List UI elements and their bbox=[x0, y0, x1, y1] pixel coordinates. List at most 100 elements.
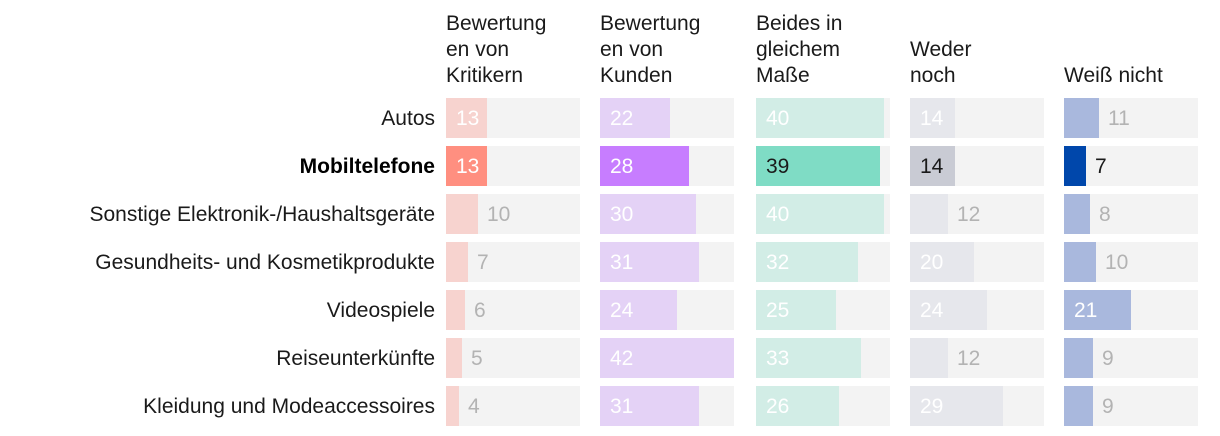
bar-cell: 31 bbox=[600, 386, 734, 426]
bar-track bbox=[446, 386, 580, 426]
bar-value-label: 6 bbox=[474, 299, 486, 322]
bar-cell: 10 bbox=[1064, 242, 1198, 282]
bar bbox=[600, 98, 670, 138]
bar-cell: 12 bbox=[910, 194, 1044, 234]
bar-value-label: 14 bbox=[920, 107, 944, 130]
bar-cell: 28 bbox=[600, 146, 734, 186]
bar bbox=[600, 290, 677, 330]
bar bbox=[446, 146, 487, 186]
bar bbox=[446, 98, 487, 138]
bar-value-label: 40 bbox=[766, 203, 789, 226]
bar bbox=[910, 146, 955, 186]
bar-value-label: 29 bbox=[920, 395, 943, 418]
row-label: Mobiltelefone bbox=[300, 155, 435, 178]
bar-cell: 10 bbox=[446, 194, 580, 234]
bar-cell: 14 bbox=[910, 146, 1044, 186]
bar-cell: 42 bbox=[600, 338, 734, 378]
bar-value-label: 4 bbox=[468, 395, 480, 418]
column-header-line: Weiß nicht bbox=[1064, 64, 1163, 87]
bar-cell: 21 bbox=[1064, 290, 1198, 330]
bar bbox=[756, 242, 858, 282]
bar bbox=[446, 242, 468, 282]
bar bbox=[756, 290, 836, 330]
bar-cell: 7 bbox=[446, 242, 580, 282]
column-header-line: Bewertung bbox=[446, 12, 546, 35]
row-label: Videospiele bbox=[327, 299, 435, 322]
bar-cell: 8 bbox=[1064, 194, 1198, 234]
bar-value-label: 28 bbox=[610, 155, 633, 178]
bar-value-label: 24 bbox=[610, 299, 634, 322]
bar bbox=[600, 338, 734, 378]
bar-value-label: 30 bbox=[610, 203, 633, 226]
bar-value-label: 8 bbox=[1099, 203, 1111, 226]
row-label: Reiseunterkünfte bbox=[276, 347, 435, 370]
bar bbox=[600, 194, 696, 234]
bar bbox=[756, 194, 884, 234]
bar bbox=[1064, 290, 1131, 330]
bar-value-label: 14 bbox=[920, 155, 944, 178]
bar-value-label: 40 bbox=[766, 107, 789, 130]
bar-value-label: 13 bbox=[456, 107, 479, 130]
bar bbox=[910, 290, 987, 330]
bar-value-label: 13 bbox=[456, 155, 479, 178]
row-label: Gesundheits- und Kosmetikprodukte bbox=[95, 251, 435, 274]
bar-cell: 12 bbox=[910, 338, 1044, 378]
bar-track bbox=[1064, 146, 1198, 186]
bar bbox=[910, 194, 948, 234]
bar-cell: 26 bbox=[756, 386, 890, 426]
bar bbox=[756, 386, 839, 426]
bar-cell: 40 bbox=[756, 98, 890, 138]
bar-value-label: 25 bbox=[766, 299, 789, 322]
bar-value-label: 24 bbox=[920, 299, 944, 322]
bar-cell: 40 bbox=[756, 194, 890, 234]
column-header-line: Maße bbox=[756, 64, 810, 87]
bar-value-label: 42 bbox=[610, 347, 633, 370]
bar-value-label: 31 bbox=[610, 395, 633, 418]
bar bbox=[1064, 386, 1093, 426]
bar-cell: 29 bbox=[910, 386, 1044, 426]
bar-cell: 24 bbox=[600, 290, 734, 330]
bar-value-label: 22 bbox=[610, 107, 633, 130]
column-header-4: Weiß nicht bbox=[1064, 64, 1163, 87]
bar-value-label: 5 bbox=[471, 347, 483, 370]
column-header-2: Beides in gleichem Maße bbox=[756, 12, 842, 87]
bar-track bbox=[446, 290, 580, 330]
bar-cell: 6 bbox=[446, 290, 580, 330]
bar-cell: 30 bbox=[600, 194, 734, 234]
bar-value-label: 9 bbox=[1102, 347, 1114, 370]
bar bbox=[1064, 242, 1096, 282]
bar-cell: 5 bbox=[446, 338, 580, 378]
column-header-0: Bewertung en von Kritikern bbox=[446, 12, 546, 87]
bar-value-label: 20 bbox=[920, 251, 943, 274]
bar bbox=[910, 338, 948, 378]
bar-cell: 7 bbox=[1064, 146, 1198, 186]
bar bbox=[910, 386, 1003, 426]
bar-cell: 13 bbox=[446, 146, 580, 186]
bar-cell: 9 bbox=[1064, 338, 1198, 378]
bar-value-label: 33 bbox=[766, 347, 789, 370]
bar-cell: 11 bbox=[1064, 98, 1198, 138]
bar-cell: 9 bbox=[1064, 386, 1198, 426]
column-header-line: Kunden bbox=[600, 64, 672, 87]
bar bbox=[756, 98, 884, 138]
bar-value-label: 12 bbox=[957, 347, 980, 370]
column-header-3: Weder noch bbox=[910, 38, 971, 87]
bar-cell: 14 bbox=[910, 98, 1044, 138]
bar-cell: 32 bbox=[756, 242, 890, 282]
bar bbox=[756, 338, 861, 378]
bar-value-label: 9 bbox=[1102, 395, 1114, 418]
bar bbox=[1064, 146, 1086, 186]
bar-value-label: 11 bbox=[1108, 107, 1130, 130]
bar bbox=[446, 194, 478, 234]
bar-value-label: 21 bbox=[1074, 299, 1097, 322]
bar-value-label: 26 bbox=[766, 395, 789, 418]
bar bbox=[910, 242, 974, 282]
column-header-line: Beides in bbox=[756, 12, 842, 35]
bar bbox=[1064, 194, 1090, 234]
bar-cell: 4 bbox=[446, 386, 580, 426]
bar-cell: 22 bbox=[600, 98, 734, 138]
column-header-line: en von bbox=[446, 38, 509, 61]
row-label: Autos bbox=[381, 107, 435, 130]
bar-cell: 33 bbox=[756, 338, 890, 378]
